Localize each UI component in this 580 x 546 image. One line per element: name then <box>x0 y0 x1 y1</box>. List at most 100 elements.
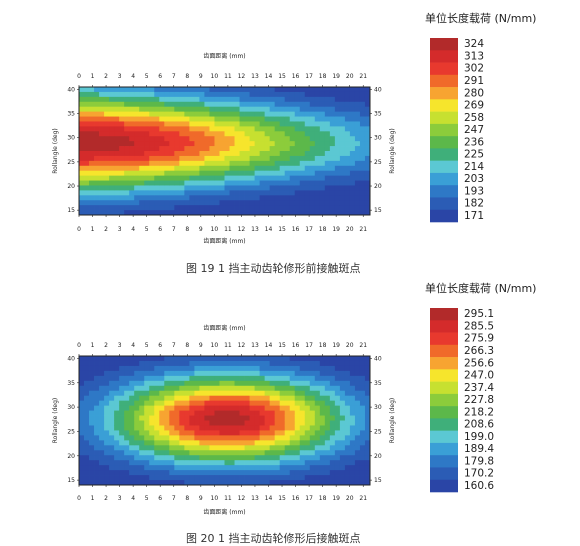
contour-cell <box>189 475 195 481</box>
contour-cell <box>159 415 165 421</box>
contour-cell <box>184 131 190 137</box>
contour-cell <box>179 185 185 191</box>
contour-cell <box>249 445 256 451</box>
contour-cell <box>89 101 95 108</box>
contour-cell <box>119 185 125 191</box>
contour-cell <box>304 87 311 93</box>
contour-cell <box>144 170 150 177</box>
contour-cell <box>184 380 190 387</box>
contour-cell <box>309 101 316 108</box>
contour-cell <box>269 165 276 172</box>
contour-cell <box>264 190 271 196</box>
contour-cell <box>179 160 185 167</box>
contour-cell <box>224 460 230 466</box>
contour-cell <box>174 365 180 372</box>
contour-cell <box>79 390 85 397</box>
contour-cell <box>214 360 220 367</box>
contour-cell <box>194 121 200 127</box>
contour-cell <box>164 175 170 181</box>
contour-cell <box>174 131 180 137</box>
contour-cell <box>364 365 371 372</box>
contour-cell <box>274 470 281 476</box>
contour-cell <box>89 195 95 201</box>
contour-cell <box>189 365 195 372</box>
contour-cell <box>229 410 235 416</box>
contour-cell <box>319 360 326 367</box>
contour-cell <box>224 136 230 142</box>
contour-cell <box>219 111 225 117</box>
contour-cell <box>109 365 115 372</box>
contour-cell <box>229 106 235 113</box>
contour-cell <box>254 400 261 407</box>
contour-cell <box>169 121 175 127</box>
contour-cell <box>279 435 286 441</box>
x-tick-label-bottom: 14 <box>265 495 273 502</box>
contour-cell <box>164 410 170 416</box>
contour-cell <box>339 380 346 387</box>
contour-cell <box>169 210 175 216</box>
contour-cell <box>109 126 115 132</box>
contour-cell <box>314 106 321 113</box>
contour-cell <box>154 370 160 377</box>
contour-cell <box>304 440 311 446</box>
contour-cell <box>124 210 130 216</box>
contour-cell <box>114 141 120 147</box>
contour-cell <box>114 131 120 137</box>
contour-cell <box>89 400 95 407</box>
contour-cell <box>194 435 200 441</box>
contour-cell <box>139 435 145 441</box>
contour-cell <box>249 185 256 191</box>
contour-cell <box>264 91 271 98</box>
contour-cell <box>259 455 266 461</box>
contour-cell <box>169 415 175 421</box>
contour-cell <box>349 440 356 446</box>
contour-cell <box>229 101 235 108</box>
contour-cell <box>149 360 155 367</box>
contour-cell <box>324 480 331 486</box>
contour-cell <box>354 400 361 407</box>
contour-cell <box>114 480 120 486</box>
contour-cell <box>214 91 220 98</box>
contour-cell <box>239 205 245 211</box>
contour-cell <box>249 395 256 402</box>
contour-cell <box>139 400 145 407</box>
contour-cell <box>359 430 366 436</box>
contour-cell <box>229 131 235 137</box>
contour-cell <box>214 400 220 407</box>
contour-cell <box>149 195 155 201</box>
contour-cell <box>204 165 210 172</box>
contour-cell <box>104 375 110 382</box>
contour-cell <box>99 405 105 411</box>
contour-cell <box>184 390 190 397</box>
contour-cell <box>364 96 371 103</box>
contour-cell <box>129 116 135 122</box>
contour-cell <box>104 155 110 162</box>
contour-cell <box>129 360 135 367</box>
contour-cell <box>164 190 170 196</box>
contour-cell <box>274 475 281 481</box>
contour-cell <box>249 375 256 382</box>
contour-cell <box>349 380 356 387</box>
contour-cell <box>209 415 215 421</box>
contour-cell <box>209 185 215 191</box>
contour-cell <box>109 106 115 113</box>
contour-cell <box>349 101 356 108</box>
contour-cell <box>244 106 250 113</box>
contour-cell <box>344 385 351 392</box>
contour-cell <box>219 440 225 446</box>
contour-cell <box>324 195 331 201</box>
contour-cell <box>334 136 341 142</box>
contour-cell <box>249 131 256 137</box>
contour-cell <box>324 375 331 382</box>
contour-cell <box>259 91 266 98</box>
contour-cell <box>109 195 115 201</box>
contour-cell <box>349 435 356 441</box>
contour-cell <box>209 210 215 216</box>
contour-cell <box>179 101 185 108</box>
y-tick-label-right: 20 <box>374 453 382 460</box>
contour-cell <box>199 200 205 206</box>
contour-cell <box>229 151 235 157</box>
contour-cell <box>84 116 90 122</box>
contour-cell <box>169 356 175 362</box>
contour-cell <box>364 121 371 127</box>
